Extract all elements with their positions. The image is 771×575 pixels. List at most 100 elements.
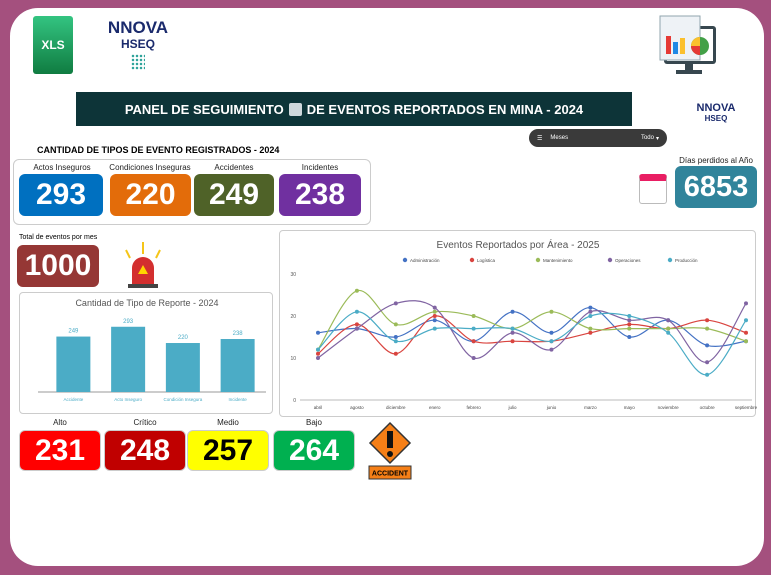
data-point bbox=[393, 339, 398, 344]
months-filter[interactable]: ☰ Meses Todo ▾ bbox=[529, 129, 667, 147]
data-point bbox=[705, 326, 710, 331]
line-chart-card: Eventos Reportados por Área - 2025 Admini… bbox=[279, 230, 758, 417]
type-value: 249 bbox=[194, 174, 274, 216]
data-point bbox=[316, 347, 320, 352]
y-tick-label: 0 bbox=[293, 398, 296, 404]
bar-data-label: 220 bbox=[178, 335, 189, 341]
data-point bbox=[316, 351, 320, 356]
legend-label: Producción bbox=[675, 258, 698, 263]
bar bbox=[165, 343, 200, 392]
legend-marker bbox=[469, 257, 475, 263]
x-tick-label: noviembre bbox=[658, 405, 680, 410]
severity-value: 248 bbox=[104, 430, 186, 471]
x-tick-label: julio bbox=[508, 405, 518, 410]
total-label: Total de eventos por mes bbox=[19, 234, 98, 241]
excel-file-icon[interactable]: XLS bbox=[33, 16, 73, 74]
data-point bbox=[744, 330, 748, 335]
legend-marker bbox=[535, 257, 541, 263]
lost-days-value: 6853 bbox=[675, 166, 757, 208]
y-tick-label: 20 bbox=[290, 314, 296, 320]
series-line-administración bbox=[317, 306, 747, 347]
type-value: 238 bbox=[279, 174, 361, 216]
x-tick-label: agosto bbox=[350, 405, 364, 410]
types-section-title: CANTIDAD DE TIPOS DE EVENTO REGISTRADOS … bbox=[37, 145, 280, 155]
data-point bbox=[705, 318, 710, 323]
data-point bbox=[744, 301, 748, 306]
data-point bbox=[588, 309, 593, 314]
data-point bbox=[432, 318, 437, 323]
dashboard-monitor-icon bbox=[659, 15, 716, 74]
data-point bbox=[393, 322, 398, 327]
data-point bbox=[393, 301, 398, 306]
severity-value: 231 bbox=[19, 430, 101, 471]
accident-warning-sign-icon: ACCIDENT bbox=[368, 421, 412, 480]
data-point bbox=[549, 347, 554, 352]
x-tick-label: febrero bbox=[467, 405, 482, 410]
severity-label: Bajo bbox=[305, 418, 322, 427]
data-point bbox=[471, 339, 476, 344]
data-point bbox=[316, 356, 320, 360]
page-title-banner: PANEL DE SEGUIMIENTO DE EVENTOS REPORTAD… bbox=[76, 92, 632, 126]
type-value: 220 bbox=[110, 174, 191, 216]
data-point bbox=[510, 330, 515, 335]
legend-label: Mantenimiento bbox=[543, 258, 573, 263]
x-tick-label: octubre bbox=[700, 405, 716, 410]
x-tick-label: enero bbox=[429, 405, 441, 410]
type-label: Incidentes bbox=[301, 163, 339, 172]
data-point bbox=[627, 326, 632, 331]
type-label: Condiciones Inseguras bbox=[109, 163, 191, 172]
data-point bbox=[588, 305, 593, 310]
data-point bbox=[549, 309, 554, 314]
data-point bbox=[549, 339, 554, 344]
data-point bbox=[627, 318, 632, 323]
severity-label: Medio bbox=[217, 418, 239, 427]
logo-dots-icon bbox=[131, 54, 145, 70]
data-point bbox=[471, 326, 476, 331]
accident-sign-text: ACCIDENT bbox=[372, 471, 409, 478]
type-label: Accidentes bbox=[214, 163, 254, 172]
alarm-siren-icon bbox=[125, 242, 161, 288]
data-point bbox=[354, 288, 359, 293]
data-point bbox=[510, 309, 515, 314]
x-tick-label: mayo bbox=[624, 405, 636, 410]
legend-marker bbox=[607, 257, 613, 263]
bar-category-label: Condición Insegura bbox=[163, 397, 202, 402]
lost-days-label: Días perdidos al Año bbox=[679, 156, 753, 165]
legend-marker bbox=[667, 257, 673, 263]
data-point bbox=[627, 314, 632, 318]
total-events-value: 1000 bbox=[17, 245, 99, 287]
data-point bbox=[666, 326, 671, 331]
bar bbox=[111, 326, 146, 392]
data-point bbox=[705, 360, 710, 365]
data-point bbox=[432, 314, 437, 318]
page-title-suffix: DE EVENTOS REPORTADOS EN MINA - 2024 bbox=[306, 101, 584, 117]
legend-label: Operaciones bbox=[615, 258, 641, 263]
filter-icon: ☰ bbox=[537, 135, 543, 142]
chevron-down-icon: ▾ bbox=[655, 135, 659, 142]
data-point bbox=[744, 318, 748, 323]
data-point bbox=[393, 351, 398, 356]
data-point bbox=[666, 318, 671, 323]
series-line-mantenimiento bbox=[317, 290, 747, 350]
type-label: Actos Inseguros bbox=[33, 163, 91, 172]
data-point bbox=[471, 356, 476, 360]
bar bbox=[56, 336, 91, 392]
bar bbox=[220, 339, 255, 392]
x-tick-label: junio bbox=[546, 405, 557, 410]
bar-category-label: Incidente bbox=[228, 397, 247, 402]
bar-chart-title: Cantidad de Tipo de Reporte - 2024 bbox=[75, 298, 218, 308]
y-tick-label: 10 bbox=[290, 356, 296, 362]
data-point bbox=[705, 343, 710, 348]
data-point bbox=[588, 330, 593, 335]
x-tick-label: diciembre bbox=[386, 405, 406, 410]
x-tick-label: marzo bbox=[584, 405, 597, 410]
type-value: 293 bbox=[19, 174, 103, 216]
bar-category-label: Acto Inseguro bbox=[114, 397, 142, 402]
data-point bbox=[627, 322, 632, 327]
data-point bbox=[471, 314, 476, 318]
legend-marker bbox=[402, 257, 408, 263]
severity-label: Alto bbox=[53, 418, 67, 427]
data-point bbox=[393, 335, 398, 339]
data-point bbox=[316, 330, 320, 335]
line-chart-title: Eventos Reportados por Área - 2025 bbox=[437, 238, 600, 251]
